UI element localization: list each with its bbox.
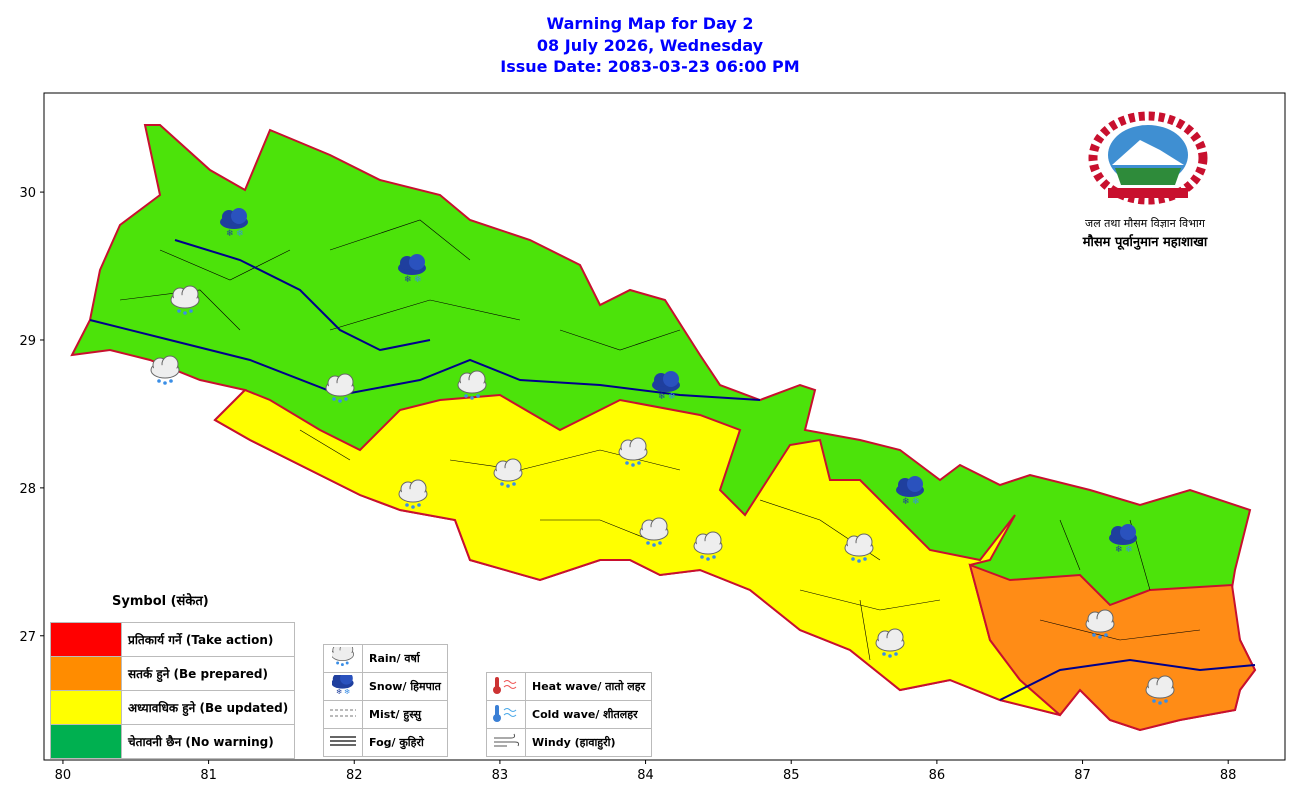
x-tick-label: 83: [492, 768, 509, 783]
x-tick-label: 86: [929, 768, 946, 783]
level-swatch: [50, 622, 122, 657]
y-tick-label: 28: [19, 482, 36, 497]
be-prepared-zone: [968, 563, 1257, 732]
district-lines: [89, 219, 1256, 701]
fog-symbol: [330, 736, 356, 746]
level-swatch: [50, 690, 122, 725]
symbol-label: Mist/ हुस्सु: [362, 700, 448, 729]
cold-wave-symbol: [493, 705, 517, 722]
level-label: चेतावनी छैन (No warning): [120, 724, 296, 759]
snow-symbol: [331, 671, 354, 697]
y-tick-label: 27: [19, 630, 36, 645]
emblem: [1088, 111, 1208, 205]
legend-title: Symbol (संकेत): [112, 594, 209, 609]
heat-wave-symbol: [493, 677, 517, 694]
x-tick-label: 85: [783, 768, 800, 783]
symbol-label: Fog/ कुहिरो: [362, 728, 448, 757]
nepal-map: [70, 124, 1257, 732]
rain-symbol: [330, 642, 355, 667]
windy-symbol: [494, 733, 520, 747]
y-tick-label: 30: [19, 186, 36, 201]
plot-frame: [43, 92, 1286, 761]
hazard-label: Cold wave/ शीतलहर: [524, 700, 653, 729]
hazard-label: Heat wave/ तातो लहर: [524, 672, 653, 701]
level-label: अध्यावधिक हुने (Be updated): [120, 690, 296, 725]
hazard-symbol-table: Heat wave/ तातो लहर Cold wave/ शीतलहर Wi…: [486, 672, 653, 757]
x-tick-label: 88: [1220, 768, 1237, 783]
x-tick-label: 81: [200, 768, 217, 783]
warning-level-table: प्रतिकार्य गर्ने (Take action) सतर्क हुन…: [50, 622, 296, 759]
level-swatch: [50, 724, 122, 759]
mist-symbol: [330, 709, 356, 717]
x-tick-label: 80: [55, 768, 72, 783]
symbol-label: Rain/ वर्षा: [362, 644, 448, 673]
x-tick-label: 82: [346, 768, 363, 783]
hazard-label: Windy (हावाहुरी): [524, 728, 653, 757]
level-label: सतर्क हुने (Be prepared): [120, 656, 296, 691]
title-line: 08 July 2026, Wednesday: [536, 36, 764, 55]
x-tick-label: 84: [637, 768, 654, 783]
title-line: Warning Map for Day 2: [546, 14, 754, 33]
logo-line: मौसम पूर्वानुमान महाशाखा: [1082, 235, 1208, 250]
logo-line: जल तथा मौसम विज्ञान विभाग: [1085, 217, 1205, 230]
y-tick-label: 29: [19, 334, 36, 349]
level-label: प्रतिकार्य गर्ने (Take action): [120, 622, 296, 657]
x-tick-label: 87: [1074, 768, 1091, 783]
be-updated-zone: [213, 388, 1061, 716]
level-swatch: [50, 656, 122, 691]
title-line: Issue Date: 2083-03-23 06:00 PM: [500, 57, 800, 76]
rain-icon: [150, 355, 180, 386]
weather-symbol-table: Rain/ वर्षा Snow/ हिमपात Mist/ हुस्सु Fo…: [323, 642, 448, 757]
symbol-label: Snow/ हिमपात: [362, 672, 448, 701]
